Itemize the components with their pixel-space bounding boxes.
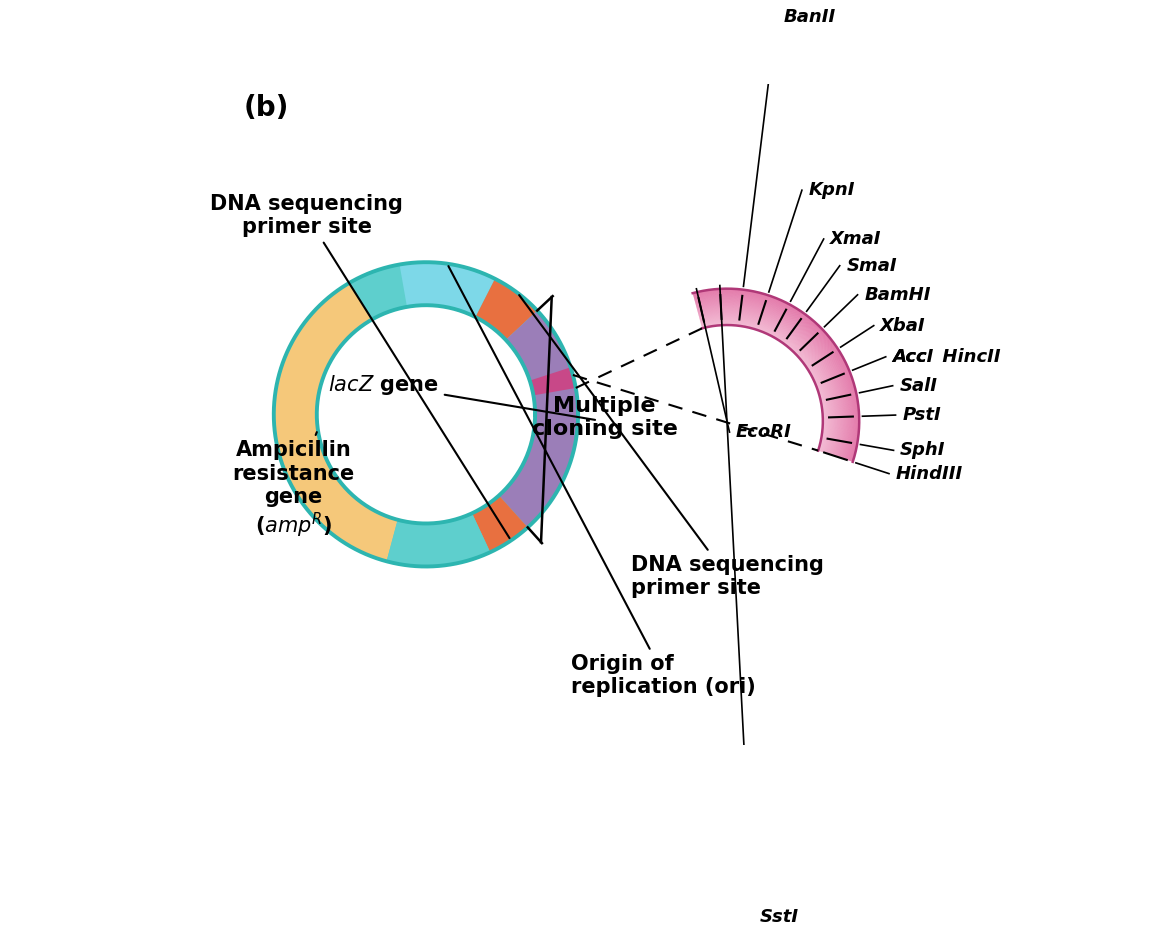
Text: Acc: Acc xyxy=(892,347,927,365)
Polygon shape xyxy=(698,312,837,455)
Polygon shape xyxy=(696,299,849,459)
Polygon shape xyxy=(696,299,848,459)
Polygon shape xyxy=(700,320,827,452)
Polygon shape xyxy=(694,295,854,460)
Text: $lacZ$ gene: $lacZ$ gene xyxy=(329,373,595,420)
Polygon shape xyxy=(697,304,844,457)
Text: BanII: BanII xyxy=(784,8,835,26)
Polygon shape xyxy=(475,278,538,340)
Polygon shape xyxy=(273,282,398,562)
Text: BamHI: BamHI xyxy=(864,286,930,304)
Polygon shape xyxy=(696,303,845,458)
Polygon shape xyxy=(696,302,846,458)
Text: SphI: SphI xyxy=(900,442,945,460)
Text: SstI: SstI xyxy=(759,908,799,926)
Polygon shape xyxy=(699,312,835,454)
Polygon shape xyxy=(695,295,853,460)
Polygon shape xyxy=(698,312,837,455)
Polygon shape xyxy=(697,306,842,457)
Polygon shape xyxy=(695,297,850,459)
Polygon shape xyxy=(697,304,844,457)
Text: DNA sequencing
primer site: DNA sequencing primer site xyxy=(519,295,824,598)
Text: SmaI: SmaI xyxy=(846,257,897,275)
Polygon shape xyxy=(695,298,849,459)
Text: HindIII: HindIII xyxy=(896,464,962,482)
Polygon shape xyxy=(696,300,848,458)
Polygon shape xyxy=(702,321,826,452)
Text: Acc: Acc xyxy=(892,347,927,365)
Text: PstI: PstI xyxy=(902,406,941,424)
Polygon shape xyxy=(692,289,860,462)
Text: KpnI: KpnI xyxy=(809,181,855,199)
Text: AccI HincII: AccI HincII xyxy=(892,347,1001,365)
Polygon shape xyxy=(700,316,831,453)
Polygon shape xyxy=(702,323,825,451)
Text: SalI: SalI xyxy=(899,377,937,395)
Polygon shape xyxy=(694,294,854,461)
Text: XbaI: XbaI xyxy=(881,316,926,334)
Polygon shape xyxy=(702,325,824,451)
Polygon shape xyxy=(695,295,853,460)
Text: DNA sequencing
primer site: DNA sequencing primer site xyxy=(210,194,510,538)
Polygon shape xyxy=(699,316,832,453)
Polygon shape xyxy=(350,264,407,320)
Polygon shape xyxy=(700,320,829,452)
Polygon shape xyxy=(499,311,578,528)
Polygon shape xyxy=(700,317,831,453)
Polygon shape xyxy=(696,301,847,458)
Polygon shape xyxy=(700,318,830,453)
Polygon shape xyxy=(702,322,826,451)
Polygon shape xyxy=(702,324,824,451)
Polygon shape xyxy=(399,262,495,317)
Polygon shape xyxy=(702,323,825,451)
Text: AccI HincII: AccI HincII xyxy=(892,347,998,365)
Polygon shape xyxy=(694,293,855,461)
Polygon shape xyxy=(700,319,829,452)
Polygon shape xyxy=(697,306,841,456)
Polygon shape xyxy=(700,318,830,453)
Text: (b): (b) xyxy=(243,93,290,122)
Polygon shape xyxy=(387,514,490,566)
Polygon shape xyxy=(695,297,850,459)
Polygon shape xyxy=(699,312,835,454)
Polygon shape xyxy=(695,296,852,460)
Polygon shape xyxy=(697,303,845,457)
Polygon shape xyxy=(695,295,852,460)
Polygon shape xyxy=(692,289,859,462)
Polygon shape xyxy=(699,315,832,454)
Text: Origin of
replication (ori): Origin of replication (ori) xyxy=(449,266,756,698)
Polygon shape xyxy=(694,291,856,461)
Polygon shape xyxy=(697,308,840,456)
Polygon shape xyxy=(694,290,859,462)
Polygon shape xyxy=(694,293,855,461)
Polygon shape xyxy=(698,310,839,455)
Polygon shape xyxy=(698,310,838,455)
Text: Ampicillin
resistance
gene
($amp^R$): Ampicillin resistance gene ($amp^R$) xyxy=(232,432,354,541)
Polygon shape xyxy=(698,309,839,456)
Polygon shape xyxy=(696,301,847,458)
Polygon shape xyxy=(698,308,840,456)
Polygon shape xyxy=(699,314,833,454)
Text: XmaI: XmaI xyxy=(830,230,882,248)
Polygon shape xyxy=(697,305,842,457)
Polygon shape xyxy=(472,496,527,552)
Polygon shape xyxy=(530,367,576,396)
Polygon shape xyxy=(694,291,857,462)
Text: Multiple
cloning site: Multiple cloning site xyxy=(532,396,677,439)
Polygon shape xyxy=(699,313,834,454)
Polygon shape xyxy=(697,307,841,456)
Polygon shape xyxy=(700,321,827,452)
Polygon shape xyxy=(698,311,838,455)
Text: AccI HincII: AccI HincII xyxy=(892,347,998,365)
Polygon shape xyxy=(699,314,834,454)
Text: EcoRI: EcoRI xyxy=(736,423,792,441)
Polygon shape xyxy=(694,292,856,461)
Polygon shape xyxy=(273,262,578,566)
